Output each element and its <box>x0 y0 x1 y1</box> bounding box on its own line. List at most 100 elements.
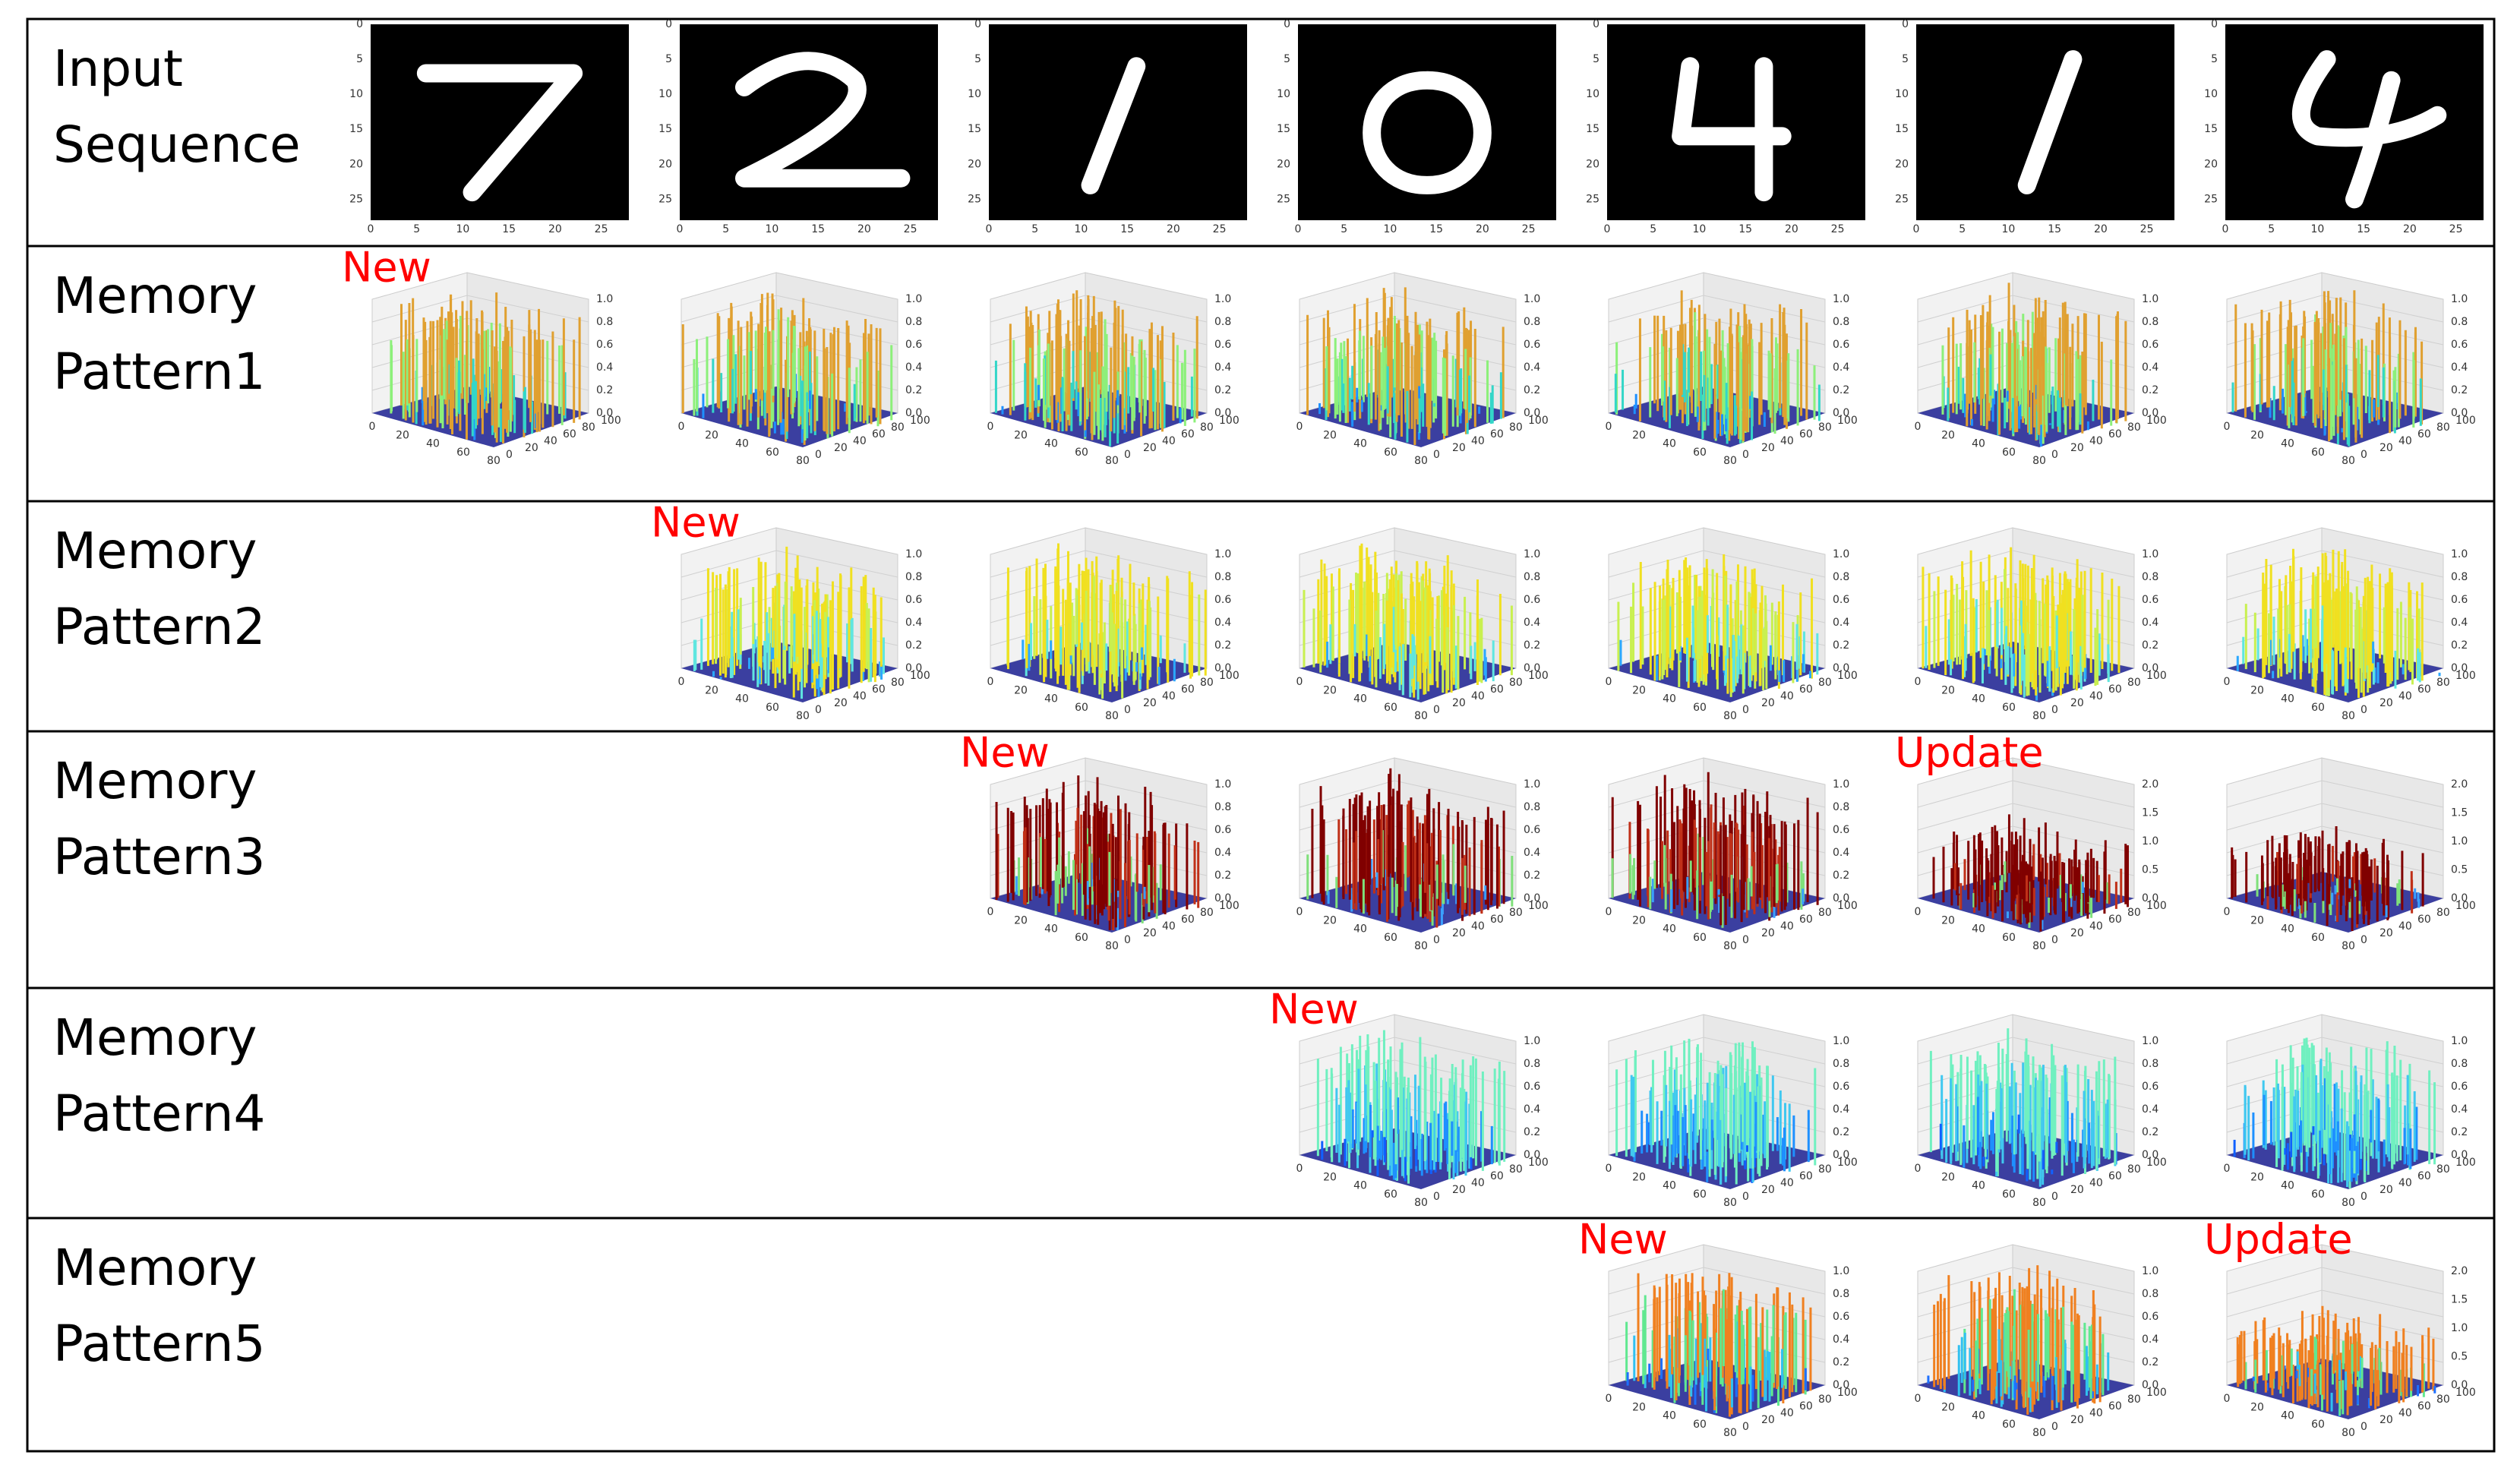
row-label: Memory <box>53 1008 257 1067</box>
x-tick-label: 15 <box>502 223 516 235</box>
y-tick-label: 20 <box>1452 927 1466 939</box>
y-tick-label: 100 <box>2455 670 2476 682</box>
annotation: New <box>1269 986 1359 1034</box>
z-tick-label: 0.2 <box>1524 1126 1540 1138</box>
wall-grid <box>1917 1037 2135 1065</box>
y-tick-label: 15 <box>968 123 981 135</box>
wall-grid <box>1608 1267 1826 1295</box>
y-tick-label: 20 <box>1761 927 1775 939</box>
y-tick-label: 60 <box>2108 914 2122 926</box>
y-tick-label: 80 <box>891 421 905 434</box>
x-tick-label: 20 <box>1323 914 1337 926</box>
x-tick-label: 40 <box>1353 693 1367 705</box>
x-tick-label: 40 <box>426 438 440 450</box>
z-tick-label: 0.0 <box>596 407 613 419</box>
wall-grid <box>1917 825 2135 854</box>
z-tick-label: 1.0 <box>905 548 922 560</box>
x-tick-label: 80 <box>1723 455 1737 467</box>
surface-plot: 0.0 0.2 0.4 0.6 0.8 1.0 0 20 40 60 80 0 20 40 60 80 100 <box>1296 272 1549 467</box>
z-tick-label: 0.2 <box>2142 639 2158 652</box>
z-tick-label: 1.0 <box>2142 293 2158 305</box>
wall-grid <box>1299 295 1517 323</box>
y-tick-label: 100 <box>910 415 930 427</box>
y-tick-label: 80 <box>2436 1394 2450 1406</box>
x-tick-label: 40 <box>2281 1410 2294 1422</box>
row-label: Memory <box>53 1239 257 1297</box>
surface-plot: 0.0 0.2 0.4 0.6 0.8 1.0 0 20 40 60 80 0 20 40 60 80 100 <box>678 527 930 722</box>
z-tick-label: 0.0 <box>2451 1379 2468 1391</box>
x-tick-label: 20 <box>1632 1171 1646 1183</box>
y-tick-label: 0 <box>1124 704 1131 716</box>
z-tick-label: 1.0 <box>905 293 922 305</box>
y-tick-label: 20 <box>1761 697 1775 709</box>
surface-plot: 0.0 0.2 0.4 0.6 0.8 1.0 0 20 40 60 80 0 20 40 60 80 100 <box>1915 1014 2167 1209</box>
x-tick-label: 20 <box>705 429 718 441</box>
y-tick-label: 20 <box>2070 1414 2084 1426</box>
y-tick-label: 100 <box>910 670 930 682</box>
z-tick-label: 0.2 <box>905 384 922 396</box>
z-tick-label: 0.0 <box>1524 1149 1540 1161</box>
x-tick-label: 60 <box>2311 932 2325 944</box>
y-tick-label: 60 <box>1799 1400 1813 1412</box>
y-tick-label: 10 <box>1277 88 1290 100</box>
z-tick-label: 0.2 <box>2451 639 2468 652</box>
x-tick-label: 10 <box>2002 223 2016 235</box>
wall-grid <box>990 317 1208 346</box>
y-tick-label: 15 <box>349 123 363 135</box>
z-tick-label: 0.8 <box>1833 801 1849 813</box>
x-tick-label: 20 <box>1632 914 1646 926</box>
y-tick-label: 20 <box>2070 442 2084 454</box>
y-tick-label: 40 <box>1471 920 1485 933</box>
y-tick-label: 0 <box>1124 449 1131 461</box>
x-tick-label: 80 <box>2032 455 2046 467</box>
y-tick-label: 100 <box>1219 900 1239 912</box>
wall-grid <box>681 317 898 346</box>
y-tick-label: 25 <box>968 193 981 205</box>
y-tick-label: 60 <box>2417 683 2431 696</box>
x-tick-label: 0 <box>1296 906 1303 918</box>
y-tick-label: 5 <box>974 53 981 65</box>
digit-stroke <box>1372 80 1483 185</box>
x-tick-label: 80 <box>2342 940 2355 952</box>
row-label: Memory <box>53 267 257 325</box>
digit-stroke <box>744 61 901 178</box>
z-tick-label: 0.6 <box>1833 1081 1849 1093</box>
x-tick-label: 20 <box>1941 684 1955 696</box>
z-tick-label: 1.0 <box>1524 778 1540 791</box>
y-tick-label: 0 <box>2051 934 2058 946</box>
wall-grid <box>2226 825 2444 854</box>
y-tick-label: 5 <box>1902 53 1909 65</box>
x-tick-label: 20 <box>1632 1401 1646 1413</box>
z-tick-label: 0.4 <box>1524 847 1540 859</box>
x-tick-label: 5 <box>1959 223 1966 235</box>
surface-plot: 0.0 0.2 0.4 0.6 0.8 1.0 0 20 40 60 80 0 20 40 60 80 100 <box>2224 272 2476 467</box>
x-tick-label: 10 <box>456 223 470 235</box>
z-tick-label: 1.5 <box>2142 807 2158 819</box>
x-tick-label: 60 <box>1384 702 1397 714</box>
y-tick-label: 80 <box>1509 677 1523 689</box>
y-tick-label: 0 <box>1433 934 1440 946</box>
x-tick-label: 20 <box>857 223 871 235</box>
x-tick-label: 5 <box>1650 223 1656 235</box>
z-tick-label: 0.4 <box>2451 1103 2468 1116</box>
x-tick-label: 25 <box>1831 223 1845 235</box>
surface-plot: 0.0 0.2 0.4 0.6 0.8 1.0 0 20 40 60 80 0 20 40 60 80 100 <box>1296 757 1549 952</box>
z-tick-label: 0.4 <box>1833 1103 1849 1116</box>
digit-stroke <box>1681 66 1783 192</box>
y-tick-label: 0 <box>665 18 672 30</box>
z-tick-label: 0.6 <box>1524 1081 1540 1093</box>
surface-plot: 0.0 0.2 0.4 0.6 0.8 1.0 0 20 40 60 80 0 20 40 60 80 100 <box>1915 527 2167 722</box>
z-tick-label: 0.4 <box>1214 617 1231 629</box>
wall-grid <box>2226 1289 2444 1318</box>
x-tick-label: 20 <box>1014 684 1028 696</box>
z-tick-label: 0.2 <box>905 639 922 652</box>
x-tick-label: 60 <box>456 447 470 459</box>
z-tick-label: 0.0 <box>1214 662 1231 674</box>
y-tick-label: 0 <box>815 704 822 716</box>
y-tick-label: 80 <box>2127 1163 2141 1176</box>
y-tick-label: 10 <box>1586 88 1599 100</box>
y-tick-label: 15 <box>1277 123 1290 135</box>
z-tick-label: 0.8 <box>1214 316 1231 328</box>
z-tick-label: 0.8 <box>2142 571 2158 583</box>
